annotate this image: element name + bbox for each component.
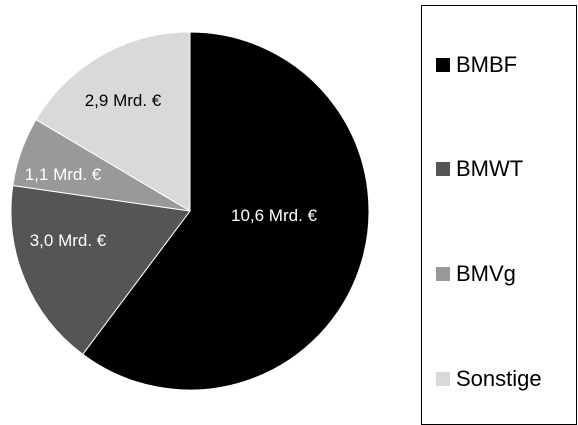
legend-swatch-bmvg	[436, 267, 450, 281]
legend-swatch-bmwt	[436, 162, 450, 176]
pie-slice-bmwt	[10, 184, 191, 356]
pie-svg: 10,6 Mrd. € 3,0 Mrd. € 1,1 Mrd. € 2,9 Mrd. …	[10, 31, 370, 391]
legend-item-bmvg: BMVg	[436, 261, 516, 287]
slice-label-sonstige: 2,9 Mrd. €	[85, 91, 162, 110]
slice-label-bmvg: 1,1 Mrd. €	[25, 165, 102, 184]
pie-slice-sonstige	[35, 31, 191, 212]
legend-item-bmwt: BMWT	[436, 156, 523, 182]
legend-label-sonstige: Sonstige	[456, 366, 542, 391]
legend-label-bmbf: BMBF	[456, 52, 518, 77]
legend-swatch-bmbf	[436, 58, 450, 72]
legend: BMBF BMWT BMVg Sonstige	[421, 5, 577, 425]
slice-label-bmbf: 10,6 Mrd. €	[231, 206, 318, 225]
legend-swatch-sonstige	[436, 372, 450, 386]
slice-label-bmwt: 3,0 Mrd. €	[30, 231, 107, 250]
pie-slice-bmbf	[82, 31, 370, 391]
legend-label-bmvg: BMVg	[456, 261, 516, 286]
legend-label-bmwt: BMWT	[456, 156, 524, 181]
legend-item-bmbf: BMBF	[436, 52, 517, 78]
pie-chart: 10,6 Mrd. € 3,0 Mrd. € 1,1 Mrd. € 2,9 Mrd. …	[10, 5, 577, 425]
legend-item-sonstige: Sonstige	[436, 366, 542, 392]
